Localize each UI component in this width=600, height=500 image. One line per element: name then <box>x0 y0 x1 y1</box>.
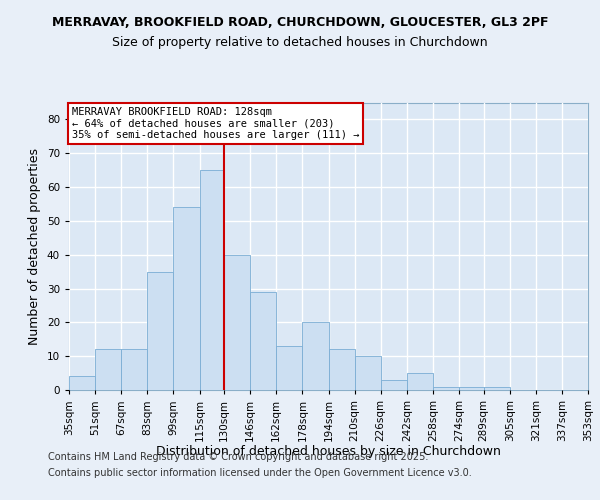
Bar <box>459 386 484 390</box>
Bar <box>355 356 381 390</box>
Bar <box>173 208 200 390</box>
Bar <box>69 376 95 390</box>
Text: Size of property relative to detached houses in Churchdown: Size of property relative to detached ho… <box>112 36 488 49</box>
Bar <box>250 292 276 390</box>
Bar <box>121 350 148 390</box>
Bar <box>381 380 407 390</box>
Bar <box>407 373 433 390</box>
Bar <box>276 346 302 390</box>
Bar <box>200 170 224 390</box>
Text: Contains public sector information licensed under the Open Government Licence v3: Contains public sector information licen… <box>48 468 472 477</box>
Text: Contains HM Land Registry data © Crown copyright and database right 2025.: Contains HM Land Registry data © Crown c… <box>48 452 428 462</box>
Bar <box>148 272 173 390</box>
Bar <box>302 322 329 390</box>
X-axis label: Distribution of detached houses by size in Churchdown: Distribution of detached houses by size … <box>156 446 501 458</box>
Bar <box>95 350 121 390</box>
Bar <box>433 386 459 390</box>
Y-axis label: Number of detached properties: Number of detached properties <box>28 148 41 345</box>
Text: MERRAVAY, BROOKFIELD ROAD, CHURCHDOWN, GLOUCESTER, GL3 2PF: MERRAVAY, BROOKFIELD ROAD, CHURCHDOWN, G… <box>52 16 548 29</box>
Bar <box>329 350 355 390</box>
Bar <box>224 254 250 390</box>
Text: MERRAVAY BROOKFIELD ROAD: 128sqm
← 64% of detached houses are smaller (203)
35% : MERRAVAY BROOKFIELD ROAD: 128sqm ← 64% o… <box>71 107 359 140</box>
Bar <box>484 386 509 390</box>
